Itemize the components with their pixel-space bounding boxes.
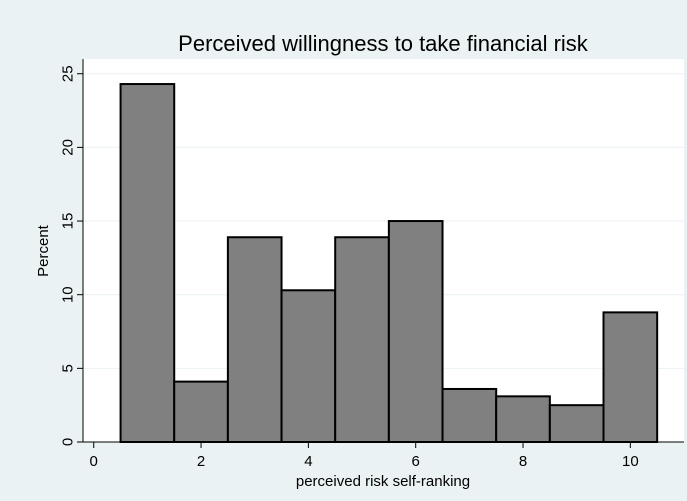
x-tick-label-2: 2: [197, 453, 205, 470]
x-axis-title: perceived risk self-ranking: [296, 473, 470, 490]
y-tick-label-15: 15: [60, 213, 77, 230]
y-tick-label-20: 20: [60, 139, 77, 156]
y-tick-label-0: 0: [60, 438, 77, 446]
bar-3: [226, 236, 283, 443]
y-tick-label-10: 10: [60, 286, 77, 303]
x-tick-label-4: 4: [304, 453, 312, 470]
chart-title: Perceived willingness to take financial …: [178, 31, 589, 56]
x-axis-ticks: 0 2 4 6 8 10: [90, 442, 639, 470]
bar-10: [602, 311, 659, 443]
bar-9: [548, 404, 605, 443]
y-axis-ticks: 0 5 10 15 20 25: [60, 65, 83, 446]
bar-2: [173, 380, 229, 444]
bar-1: [119, 83, 176, 444]
bar-5: [334, 236, 390, 443]
bar-6: [387, 220, 444, 443]
bars: [119, 83, 659, 444]
bar-7: [441, 387, 498, 444]
bar-8: [495, 395, 551, 444]
x-tick-label-6: 6: [412, 453, 420, 470]
y-axis-title: Percent: [35, 224, 52, 277]
x-tick-label-0: 0: [90, 453, 98, 470]
y-tick-label-5: 5: [60, 364, 77, 372]
x-tick-label-8: 8: [519, 453, 527, 470]
y-tick-label-25: 25: [60, 65, 77, 82]
bar-4: [280, 289, 337, 443]
x-tick-label-10: 10: [622, 453, 639, 470]
